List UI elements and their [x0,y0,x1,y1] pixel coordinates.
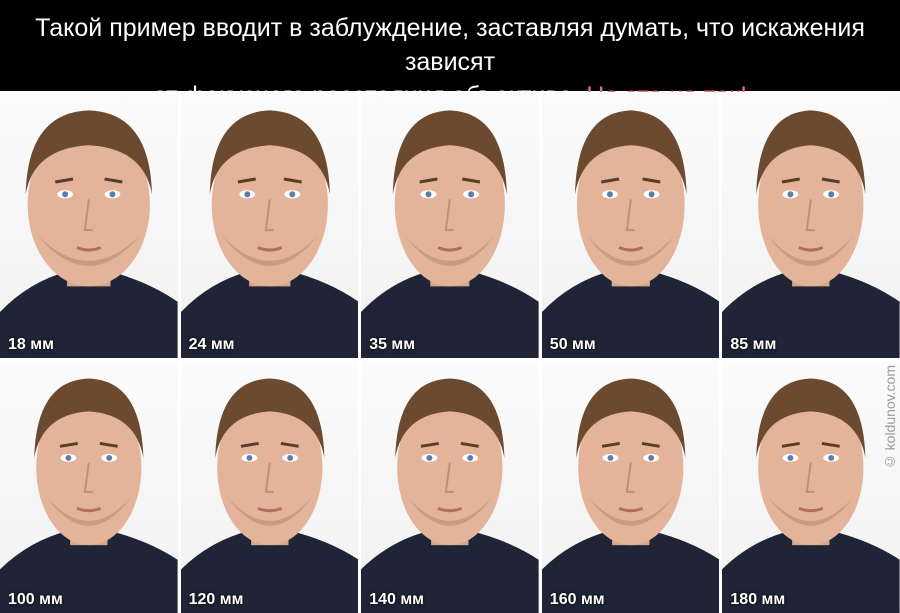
focal-length-label: 50 мм [549,336,596,353]
portrait-photo: 50 мм [541,92,720,358]
portrait-image [180,378,359,613]
photo-grid: 18 мм 24 мм 35 мм 50 мм [0,92,900,613]
focal-length-label: 160 мм [549,591,605,608]
focal-length-label: 140 мм [369,591,424,608]
portrait-image [541,378,720,613]
focal-length-label: 180 мм [730,591,786,608]
focal-length-label: 85 мм [730,336,777,353]
portrait-image [361,110,539,358]
portrait-image [0,110,178,358]
focal-length-label: 100 мм [8,591,63,608]
portrait-image [361,378,539,613]
portrait-image [0,378,178,613]
portrait-photo: 120 мм [180,361,359,613]
portrait-image [180,110,359,358]
portrait-photo: 24 мм [180,92,359,358]
portrait-image [722,378,900,613]
portrait-photo: 140 мм [361,361,539,613]
focal-length-label: 18 мм [8,336,54,353]
focal-length-label: 24 мм [188,336,235,353]
portrait-photo: 85 мм [722,92,900,358]
portrait-photo: 35 мм [361,92,539,358]
caption-line-1: Такой пример вводит в заблуждение, заста… [35,14,865,76]
portrait-image [541,110,720,358]
portrait-photo: 180 мм [722,361,900,613]
watermark: © koldunov.com [882,365,898,471]
portrait-photo: 18 мм [0,92,178,358]
portrait-photo: 100 мм [0,361,178,613]
focal-length-label: 120 мм [188,591,244,608]
caption-header: Такой пример вводит в заблуждение, заста… [0,0,900,110]
focal-length-label: 35 мм [369,336,416,353]
portrait-image [722,110,900,358]
portrait-photo: 160 мм [541,361,720,613]
